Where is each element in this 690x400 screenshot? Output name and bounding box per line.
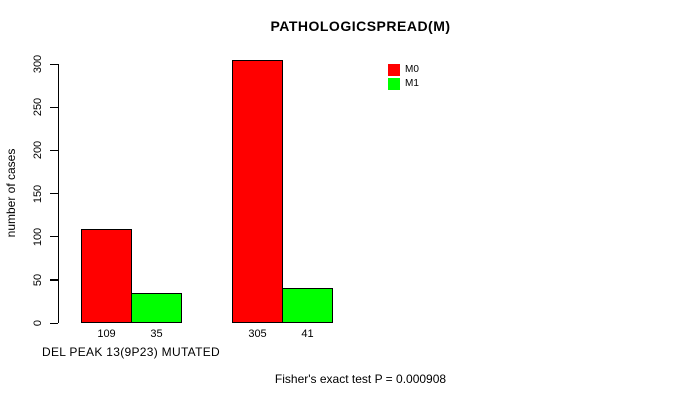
y-tick-label-50: 50	[32, 273, 44, 286]
y-tick-250	[50, 106, 58, 108]
x-axis-title: DEL PEAK 13(9P23) MUTATED	[42, 345, 220, 359]
bar-m1-group2	[282, 288, 333, 323]
legend-label-m0: M0	[405, 64, 419, 75]
bar-value-label-41: 41	[301, 328, 314, 340]
legend: M0 M1	[388, 64, 419, 92]
y-tick-200	[50, 149, 58, 152]
y-tick-150	[50, 193, 58, 195]
y-tick-label-300: 300	[32, 54, 44, 74]
y-tick-0	[50, 322, 58, 324]
legend-label-m1: M1	[405, 78, 419, 89]
legend-swatch-m1	[388, 78, 400, 90]
y-tick-label-200: 200	[32, 141, 44, 160]
y-axis-line	[58, 64, 60, 323]
bar-m1-group1	[131, 293, 182, 323]
legend-entry-m0: M0	[388, 64, 419, 76]
p-value-annotation: Fisher's exact test P = 0.000908	[274, 372, 447, 386]
y-tick-label-250: 250	[32, 97, 44, 117]
bar-value-label-35: 35	[150, 328, 163, 340]
y-tick-50	[50, 279, 58, 281]
bar-value-label-305: 305	[248, 328, 267, 340]
chart-title: PATHOLOGICSPREAD(M)	[270, 18, 451, 34]
y-tick-label-150: 150	[32, 184, 44, 203]
legend-swatch-m0	[388, 64, 400, 76]
y-tick-100	[50, 236, 58, 238]
y-tick-label-0: 0	[32, 319, 44, 327]
bar-m0-group1	[81, 229, 132, 323]
y-axis-title: number of cases	[4, 148, 18, 238]
y-tick-label-100: 100	[32, 227, 44, 246]
y-tick-300	[50, 63, 58, 65]
bar-m0-group2	[232, 60, 283, 323]
legend-entry-m1: M1	[388, 78, 419, 90]
bar-value-label-109: 109	[97, 328, 116, 340]
